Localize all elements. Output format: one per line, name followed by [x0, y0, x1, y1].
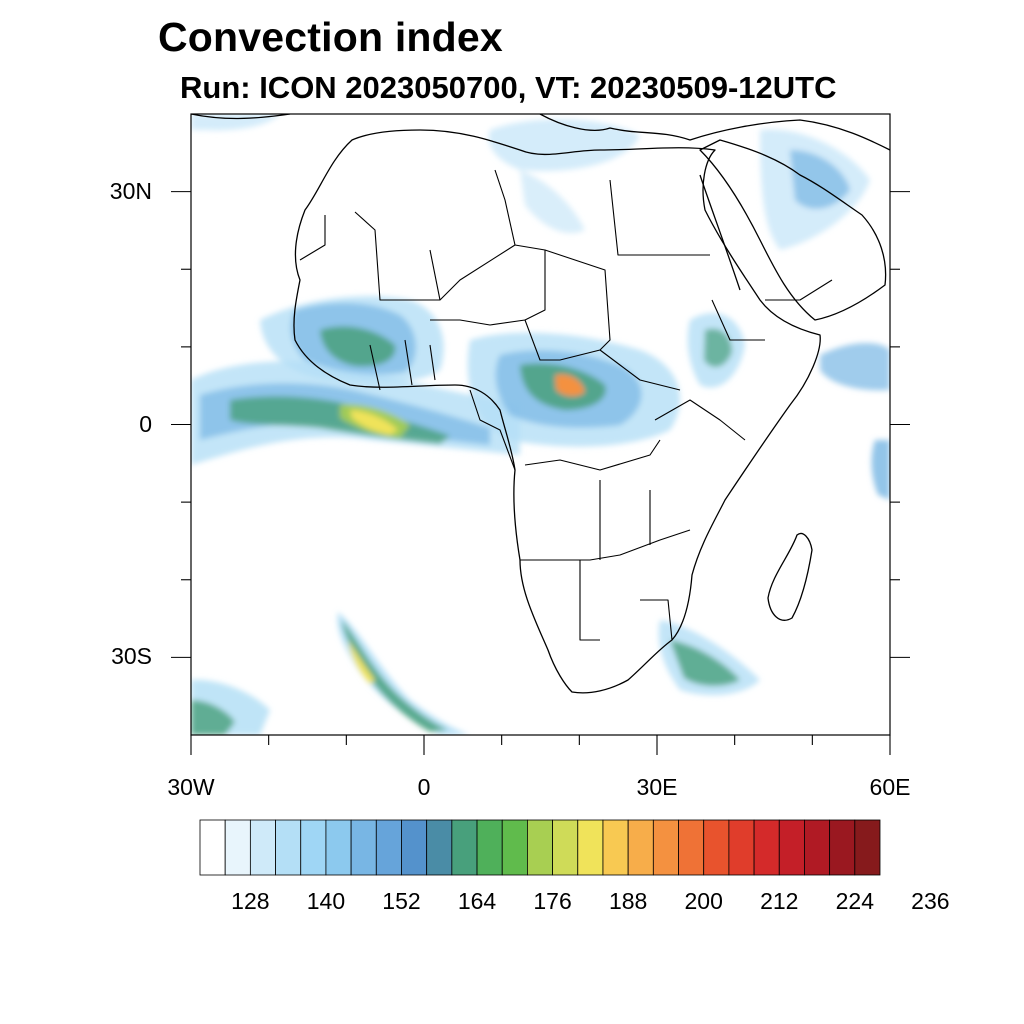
colorbar-swatch: [627, 819, 654, 876]
colorbar-swatch: [527, 819, 553, 876]
colorbar-swatch: [451, 819, 478, 876]
country-borders: [299, 169, 833, 641]
colorbar: [199, 819, 881, 876]
colorbar-swatch: [678, 819, 705, 876]
lon-label: 60E: [869, 774, 911, 800]
colorbar-swatch: [703, 819, 730, 876]
colorbar-swatch: [753, 819, 780, 876]
colorbar-swatch: [728, 819, 755, 876]
colorbar-tick-label: 140: [306, 888, 346, 914]
colorbar-tick-label: 188: [608, 888, 648, 914]
lon-label: 30W: [167, 774, 215, 800]
colorbar-swatch: [375, 819, 402, 876]
colorbar-swatch: [577, 819, 604, 876]
lat-label: 0: [139, 410, 152, 437]
colorbar-tick-label: 176: [533, 888, 572, 914]
colorbar-tick-label: 164: [457, 888, 497, 914]
colorbar-tick-label: 212: [760, 888, 799, 914]
colorbar-swatch: [275, 819, 302, 876]
colorbar-swatch: [401, 819, 428, 876]
colorbar-swatch: [804, 819, 831, 876]
convection-field: [191, 114, 890, 735]
axis-ticks: [171, 191, 910, 755]
colorbar-swatch: [300, 819, 327, 876]
colorbar-swatch: [778, 819, 805, 876]
lon-label: 30E: [636, 774, 678, 800]
lat-label: 30N: [109, 177, 152, 204]
colorbar-tick-label: 152: [382, 888, 421, 914]
colorbar-swatch: [552, 819, 579, 876]
colorbar-swatch: [602, 819, 629, 876]
colorbar-tick-label: 200: [684, 888, 723, 914]
colorbar-swatch: [224, 819, 251, 876]
colorbar-swatch: [652, 819, 679, 876]
colorbar-tick-label: 236: [911, 888, 950, 914]
colorbar-swatch: [501, 819, 528, 876]
colorbar-tick-label: 224: [835, 888, 874, 914]
colorbar-swatch: [829, 819, 856, 876]
colorbar-tick-label: 128: [231, 888, 270, 914]
map-subtitle: Run: ICON 2023050700, VT: 20230509-12UTC: [180, 70, 837, 105]
colorbar-swatch: [854, 819, 881, 876]
lat-label: 30S: [111, 643, 152, 670]
colorbar-swatch: [249, 819, 276, 876]
colorbar-swatch: [350, 819, 377, 876]
colorbar-swatch: [476, 819, 503, 876]
map-title: Convection index: [158, 14, 503, 60]
colorbar-swatch: [426, 819, 453, 876]
colorbar-swatch: [199, 819, 226, 876]
colorbar-swatch: [325, 819, 352, 876]
lon-label: 0: [417, 774, 431, 800]
